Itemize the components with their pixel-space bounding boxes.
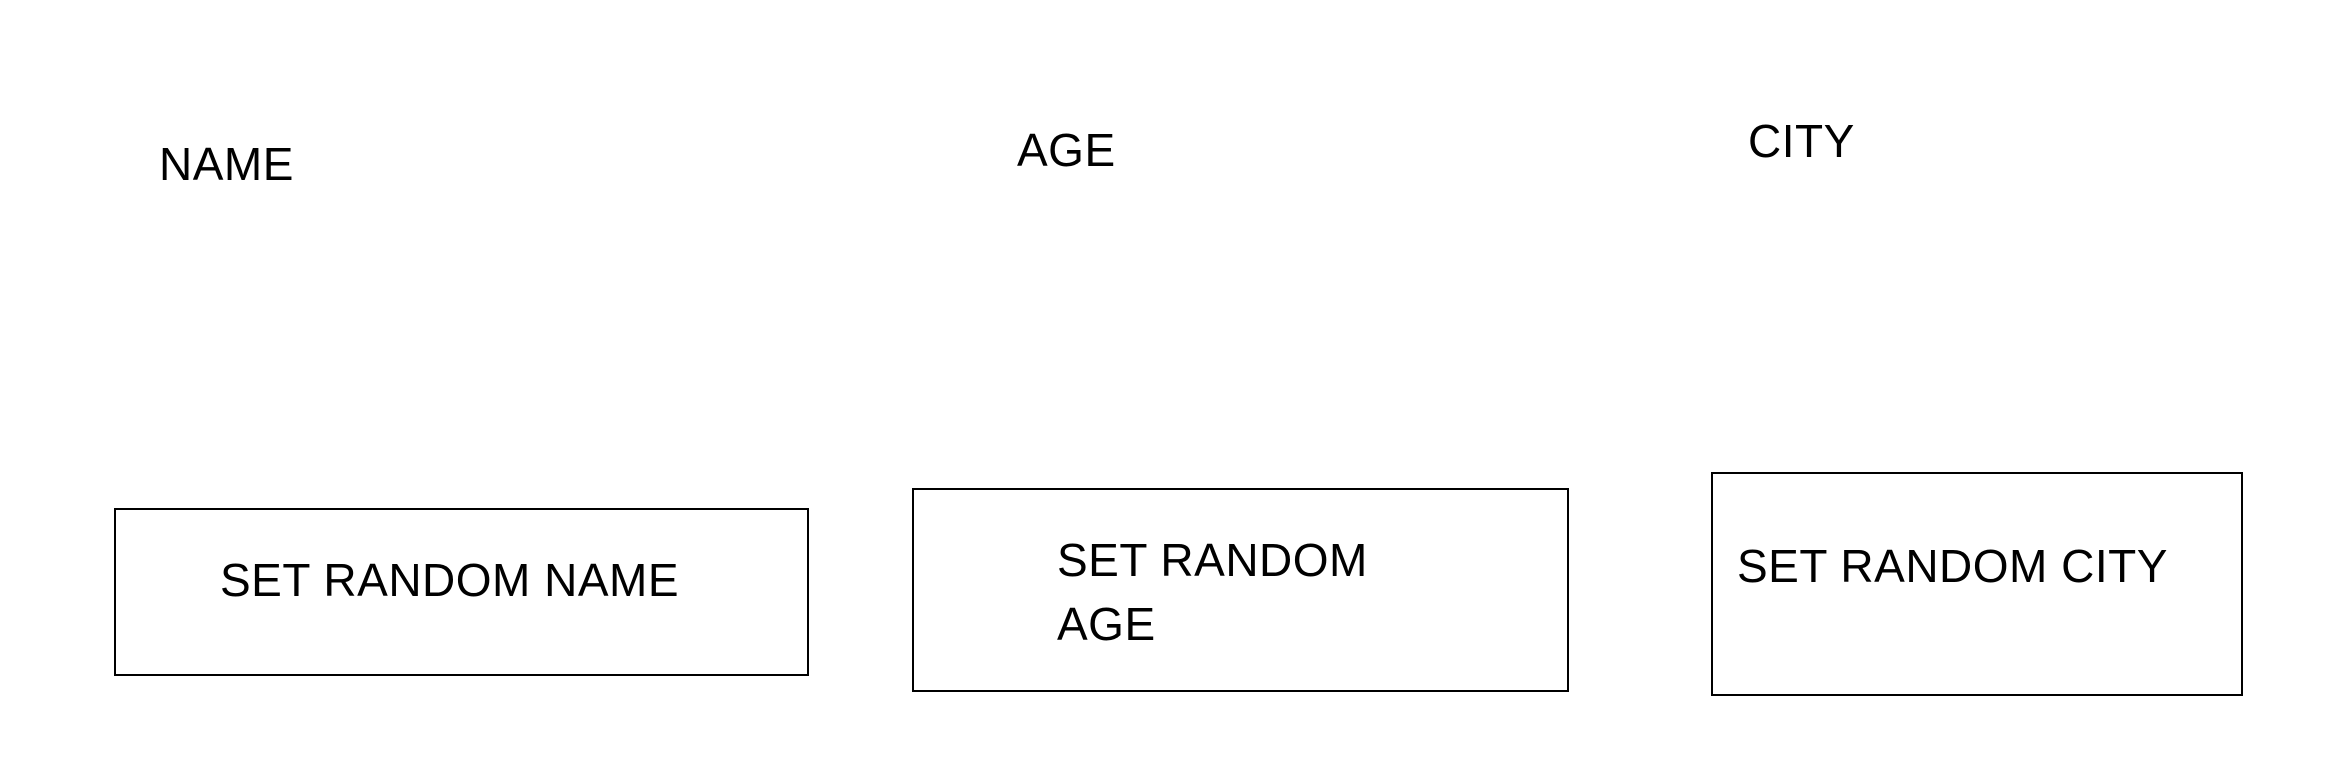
set-random-city-button-label: SET RANDOM CITY bbox=[1737, 540, 2168, 592]
set-random-age-button-label: SET RANDOM AGE bbox=[1057, 534, 1368, 650]
set-random-city-button[interactable]: SET RANDOM CITY bbox=[1711, 472, 2243, 696]
set-random-name-button[interactable]: SET RANDOM NAME bbox=[114, 508, 809, 676]
set-random-name-button-label: SET RANDOM NAME bbox=[220, 554, 680, 606]
set-random-age-button[interactable]: SET RANDOM AGE bbox=[912, 488, 1569, 692]
city-label: CITY bbox=[1748, 115, 1855, 167]
age-label: AGE bbox=[1017, 124, 1116, 176]
name-label: NAME bbox=[159, 138, 294, 190]
